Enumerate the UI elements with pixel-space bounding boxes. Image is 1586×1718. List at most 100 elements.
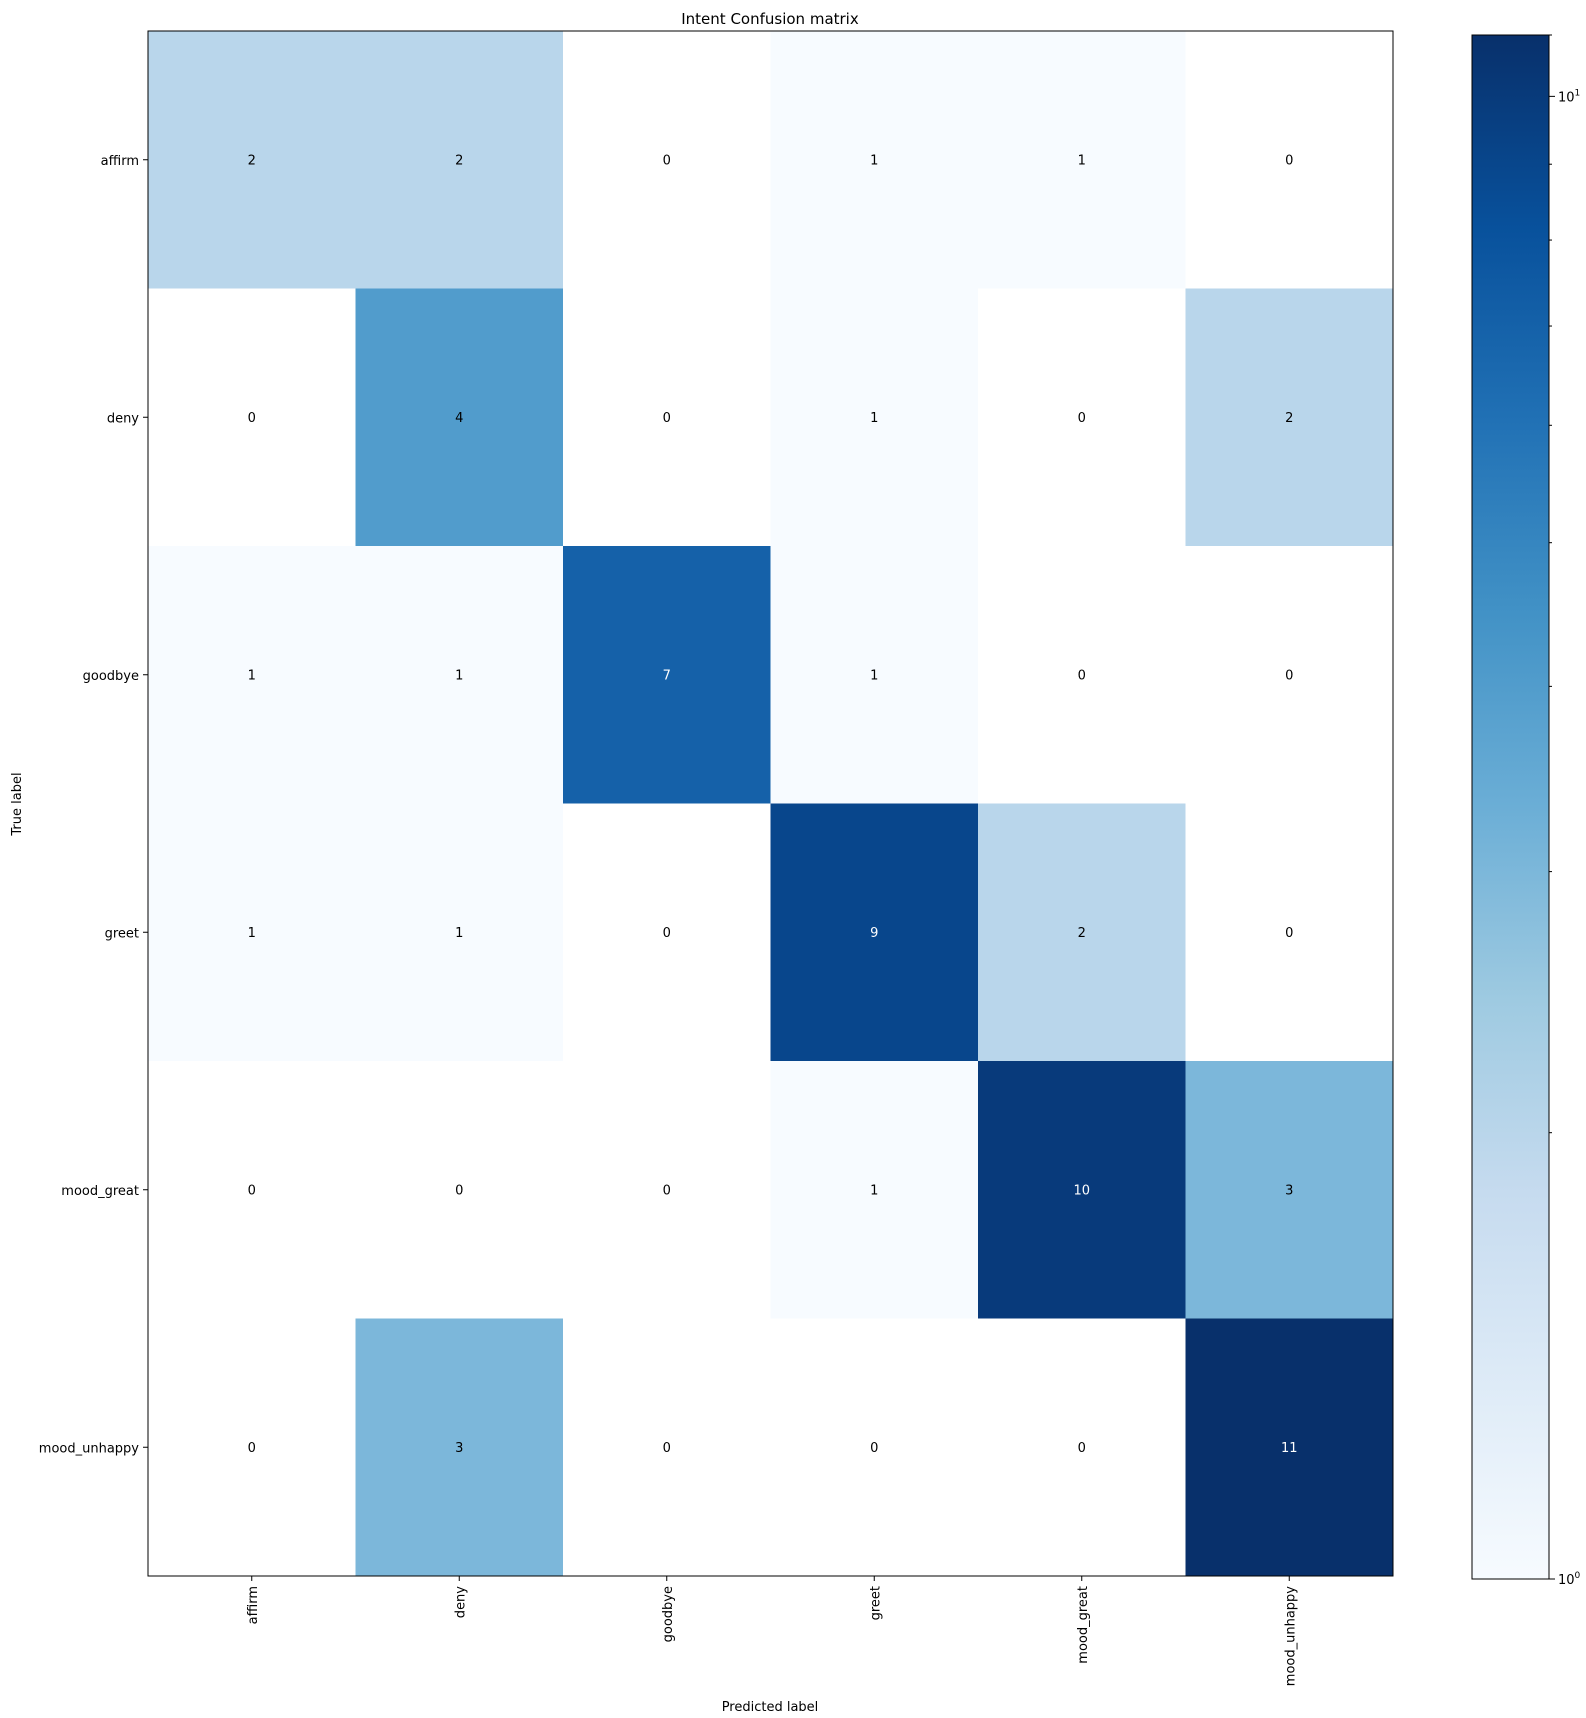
cell-value-label: 2 — [1285, 411, 1293, 426]
cell-value-label: 3 — [1285, 1183, 1293, 1198]
cell-value-label: 1 — [870, 1183, 878, 1198]
heatmap-cell — [355, 803, 564, 1062]
y-tick-label: deny — [107, 411, 139, 426]
heatmap-cell — [563, 1318, 771, 1577]
colorbar-tick-exponent: 1 — [1575, 88, 1581, 98]
heatmap-cell — [770, 288, 979, 547]
cell-value-label: 1 — [455, 926, 463, 941]
cell-value-label: 1 — [870, 411, 878, 426]
heatmap-cell — [1185, 803, 1394, 1062]
colorbar-tick-label: 100 — [1558, 1571, 1581, 1588]
cell-value-label: 7 — [663, 668, 671, 683]
cell-value-label: 9 — [870, 926, 878, 941]
cell-value-label: 1 — [455, 668, 463, 683]
y-axis-label: True label — [10, 772, 25, 836]
heatmap-cell — [770, 1061, 979, 1319]
x-tick-label: affirm — [246, 1586, 261, 1624]
heatmap-cell — [355, 1061, 564, 1319]
colorbar-tick-base: 10 — [1558, 90, 1575, 105]
x-tick-label: mood_unhappy — [1283, 1586, 1298, 1687]
plot-frame — [147, 30, 1394, 1577]
x-axis-label: Predicted label — [722, 1700, 819, 1715]
x-tick-label: mood_great — [1076, 1586, 1091, 1664]
cell-value-label: 2 — [1078, 926, 1086, 941]
x-tick-label: greet — [868, 1586, 883, 1620]
colorbar-tick-exponent: 0 — [1575, 1571, 1581, 1581]
heatmap-cells — [148, 31, 1394, 1577]
cell-value-label: 0 — [1285, 668, 1293, 683]
cell-value-label: 0 — [663, 153, 671, 168]
cell-value-label: 0 — [663, 1441, 671, 1456]
cell-value-label: 0 — [1078, 1441, 1086, 1456]
heatmap-cell — [978, 803, 1186, 1062]
x-axis: affirm deny goodbye greet mood_great mood_unh… — [246, 1576, 1298, 1687]
heatmap-cell — [563, 1061, 771, 1319]
cell-value-label: 4 — [455, 411, 463, 426]
cell-value-label: 11 — [1281, 1441, 1298, 1456]
cell-value-label: 0 — [663, 926, 671, 941]
cell-value-label: 1 — [248, 668, 256, 683]
heatmap-cell — [978, 1318, 1186, 1577]
colorbar-tick-base: 10 — [1558, 1573, 1575, 1588]
heatmap-cell — [148, 31, 356, 289]
heatmap-cell — [148, 1061, 356, 1319]
cell-value-label: 0 — [455, 1183, 463, 1198]
heatmap-cell — [1185, 546, 1394, 804]
heatmap-cell — [770, 546, 979, 804]
heatmap-cell — [563, 288, 771, 547]
cell-value-label: 0 — [1078, 411, 1086, 426]
heatmap-cell — [355, 288, 564, 547]
y-tick-label: mood_unhappy — [39, 1441, 140, 1456]
cell-value-label: 2 — [248, 153, 256, 168]
y-tick-label: greet — [105, 926, 139, 941]
heatmap-cell — [978, 546, 1186, 804]
heatmap-cell — [1185, 1318, 1394, 1577]
cell-value-label: 1 — [870, 668, 878, 683]
x-tick-label: goodbye — [661, 1586, 676, 1642]
cell-value-label: 0 — [870, 1441, 878, 1456]
heatmap-cell — [148, 546, 356, 804]
heatmap-cell — [770, 803, 979, 1062]
y-tick-label: mood_great — [61, 1184, 139, 1199]
cell-value-label: 0 — [663, 411, 671, 426]
heatmap-cell — [978, 1061, 1186, 1319]
cell-value-label: 0 — [663, 1183, 671, 1198]
heatmap-cell — [563, 31, 771, 289]
colorbar-tick-label: 101 — [1558, 88, 1580, 105]
cell-value-label: 0 — [1078, 668, 1086, 683]
heatmap-cell — [148, 1318, 356, 1577]
heatmap-cell — [1185, 288, 1394, 547]
heatmap-cell — [355, 31, 564, 289]
heatmap-cell — [770, 31, 979, 289]
y-tick-label: goodbye — [83, 669, 139, 684]
heatmap-cell-labels: 2 2 0 1 1 00 4 0 1 0 21 1 7 1 0 01 1 0 9 2 00 0 0 1 10 30 3 0 0 0 11 — [248, 153, 1298, 1456]
heatmap-cell — [978, 31, 1186, 289]
cell-value-label: 3 — [455, 1441, 463, 1456]
colorbar-gradient — [1471, 34, 1550, 1580]
heatmap-cell — [1185, 1061, 1394, 1319]
heatmap-cell — [355, 1318, 564, 1577]
heatmap-cell — [563, 803, 771, 1062]
cell-value-label: 0 — [248, 1183, 256, 1198]
heatmap-cell — [148, 288, 356, 547]
heatmap-cell — [978, 288, 1186, 547]
cell-value-label: 1 — [870, 153, 878, 168]
y-tick-label: affirm — [101, 154, 139, 169]
heatmap-cell — [563, 546, 771, 804]
heatmap-cell — [770, 1318, 979, 1577]
cell-value-label: 0 — [248, 411, 256, 426]
cell-value-label: 1 — [248, 926, 256, 941]
cell-value-label: 0 — [1285, 153, 1293, 168]
cell-value-label: 10 — [1073, 1183, 1090, 1198]
cell-value-label: 0 — [248, 1441, 256, 1456]
heatmap-cell — [1185, 31, 1394, 289]
y-axis: affirm deny goodbye greet mood_great mood_unh… — [39, 154, 148, 1456]
cell-value-label: 1 — [1078, 153, 1086, 168]
x-tick-label: deny — [453, 1586, 468, 1618]
heatmap-cell — [355, 546, 564, 804]
cell-value-label: 2 — [455, 153, 463, 168]
heatmap-cell — [148, 803, 356, 1062]
